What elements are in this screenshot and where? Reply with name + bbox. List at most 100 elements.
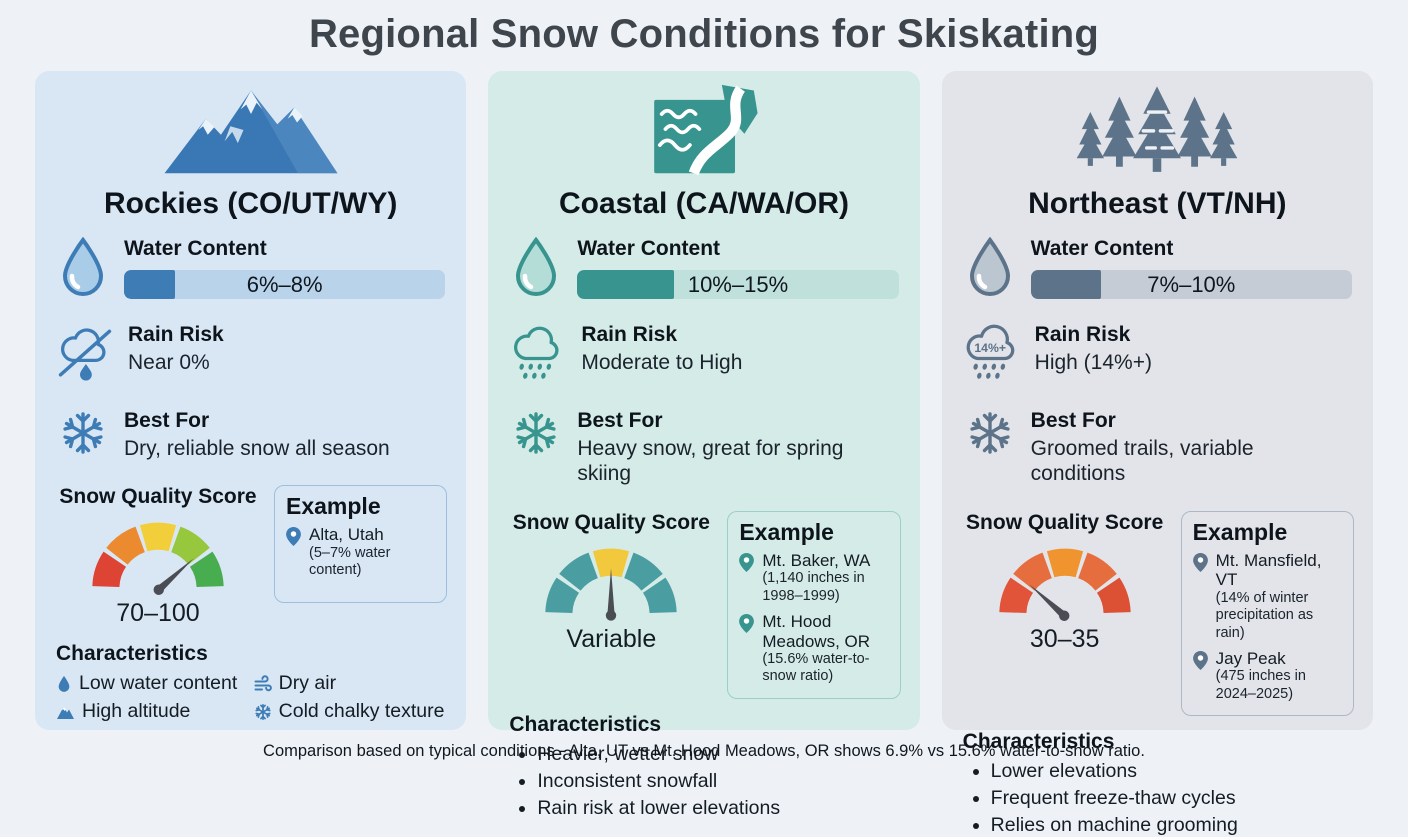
snow-quality-title: Snow Quality Score — [512, 510, 710, 534]
droplet-icon — [58, 675, 70, 692]
example-detail: (14% of winter precipitation as rain) — [1215, 589, 1314, 641]
characteristic-item: Relies on machine grooming — [991, 814, 1352, 837]
snow-quality-range: Variable — [566, 624, 657, 653]
rain-risk-row: 14%+ Rain Risk High (14%+) — [963, 323, 1352, 385]
rain-risk-label: Rain Risk — [1034, 323, 1131, 347]
rain-risk-row: Rain Risk Near 0% — [56, 323, 445, 385]
water-content-row: Water Content 10%–15% — [509, 237, 899, 300]
example-item: Mt. Baker, WA (1,140 inches in 1998–1999… — [739, 551, 888, 605]
water-content-value: 7%–10% — [1147, 271, 1236, 297]
water-drop-icon — [509, 237, 563, 299]
snow-quality-range: 30–35 — [1029, 624, 1100, 653]
snowflake-icon — [509, 409, 563, 457]
snowflake-icon — [56, 409, 110, 457]
snow-quality-row: Snow Quality Score 30–35 Example — [961, 510, 1354, 717]
water-content-row: Water Content 7%–10% — [963, 237, 1352, 300]
best-for-row: Best For Heavy snow, great for spring sk… — [509, 409, 898, 487]
example-title: Example — [286, 493, 381, 520]
water-content-bar-fill — [577, 270, 674, 300]
characteristic-item: Cold chalky texture — [254, 700, 446, 723]
rain-risk-label: Rain Risk — [128, 323, 224, 347]
water-drop-icon — [56, 237, 110, 299]
example-detail: (1,140 inches in 1998–1999) — [762, 570, 865, 604]
water-content-bar: 6%–8% — [124, 270, 446, 300]
characteristic-item: Low water content — [56, 672, 248, 695]
panel-title: Northeast (VT/NH) — [1028, 187, 1287, 220]
characteristics-section: Characteristics Low water content High a… — [56, 642, 445, 723]
example-name: Alta, Utah — [309, 525, 384, 545]
gauge-needle — [153, 558, 194, 596]
panel-title: Rockies (CO/UT/WY) — [103, 187, 398, 220]
location-pin-icon — [739, 613, 755, 633]
best-for-label: Best For — [577, 409, 663, 433]
mountain-icon — [57, 707, 74, 720]
snow-quality-title: Snow Quality Score — [966, 510, 1164, 534]
example-name: Jay Peak — [1215, 648, 1286, 668]
example-box: Example Alta, Utah (5–7% water content) — [274, 485, 448, 604]
best-for-label: Best For — [124, 409, 210, 433]
wind-icon — [254, 675, 272, 692]
coastal-river-icon — [503, 83, 904, 177]
water-content-label: Water Content — [1030, 237, 1174, 260]
footer-note: Comparison based on typical conditions -… — [263, 742, 1145, 760]
rain-risk-value: Near 0% — [128, 351, 210, 375]
location-pin-icon — [739, 552, 755, 572]
example-box: Example Mt. Mansfield, VT (14% of winter… — [1180, 510, 1354, 717]
svg-text:14%+: 14%+ — [974, 341, 1006, 355]
example-detail: (5–7% water content) — [309, 545, 391, 579]
rain-risk-label: Rain Risk — [581, 323, 678, 347]
example-name: Mt. Hood Meadows, OR — [762, 611, 871, 651]
water-content-bar: 7%–10% — [1030, 270, 1352, 300]
water-content-bar-fill — [1030, 270, 1102, 300]
example-detail: (475 inches in 2024–2025) — [1215, 668, 1306, 702]
characteristic-item: High altitude — [56, 700, 248, 723]
water-content-value: 10%–15% — [687, 271, 789, 297]
water-content-label: Water Content — [124, 237, 267, 260]
rain-risk-row: Rain Risk Moderate to High — [509, 323, 898, 385]
water-content-value: 6%–8% — [246, 271, 323, 297]
characteristic-item: Rain risk at lower elevations — [537, 797, 898, 820]
cloud-no-rain-icon — [56, 323, 114, 385]
gauge-needle — [1029, 584, 1070, 621]
example-name: Mt. Mansfield, VT — [1215, 550, 1322, 590]
characteristics-title: Characteristics — [509, 712, 662, 736]
snow-quality-gauge — [998, 548, 1131, 621]
panel-northeast: Northeast (VT/NH) Water Content 7%–10% — [941, 71, 1373, 836]
snow-quality-row: Snow Quality Score 70–100 Example — [54, 485, 448, 628]
page-title: Regional Snow Conditions for Skiskating — [308, 12, 1100, 56]
characteristics-title: Characteristics — [962, 730, 1115, 754]
pine-forest-icon — [957, 83, 1358, 177]
best-for-value: Dry, reliable snow all season — [124, 437, 390, 461]
water-content-bar-fill — [124, 270, 176, 300]
snow-quality-row: Snow Quality Score Variable Example — [507, 510, 901, 699]
best-for-value: Heavy snow, great for spring skiing — [577, 437, 844, 486]
panel-title: Coastal (CA/WA/OR) — [558, 187, 849, 220]
example-box: Example Mt. Baker, WA (1,140 inches in 1… — [727, 510, 901, 699]
water-content-row: Water Content 6%–8% — [56, 237, 446, 300]
characteristic-item: Dry air — [254, 672, 446, 695]
water-content-label: Water Content — [577, 237, 721, 260]
best-for-value: Groomed trails, variable conditions — [1030, 437, 1254, 486]
rain-cloud-badge-icon: 14%+ — [963, 323, 1021, 385]
best-for-label: Best For — [1030, 409, 1116, 433]
example-item: Jay Peak (475 inches in 2024–2025) — [1192, 648, 1342, 703]
characteristics-title: Characteristics — [56, 642, 208, 666]
example-name: Mt. Baker, WA — [762, 550, 871, 570]
example-item: Mt. Hood Meadows, OR (15.6% water-to-sno… — [739, 612, 888, 686]
rain-risk-value: Moderate to High — [581, 351, 743, 375]
snow-quality-gauge — [545, 548, 677, 621]
snow-quality-gauge — [92, 523, 224, 596]
snow-quality-title: Snow Quality Score — [59, 485, 257, 509]
mountain-range-icon — [50, 83, 451, 177]
characteristic-item: Heavier, wetter snow — [537, 743, 898, 766]
water-drop-icon — [963, 237, 1017, 299]
snowflake-icon — [255, 703, 271, 720]
example-item: Alta, Utah (5–7% water content) — [286, 525, 435, 579]
location-pin-icon — [1192, 650, 1208, 670]
panel-rockies: Rockies (CO/UT/WY) Water Content 6%–8% — [35, 71, 467, 730]
characteristic-item: Lower elevations — [991, 760, 1352, 783]
rain-cloud-icon — [509, 323, 567, 385]
snow-quality-range: 70–100 — [116, 599, 200, 628]
example-title: Example — [1192, 518, 1288, 545]
gauge-needle — [606, 568, 617, 621]
